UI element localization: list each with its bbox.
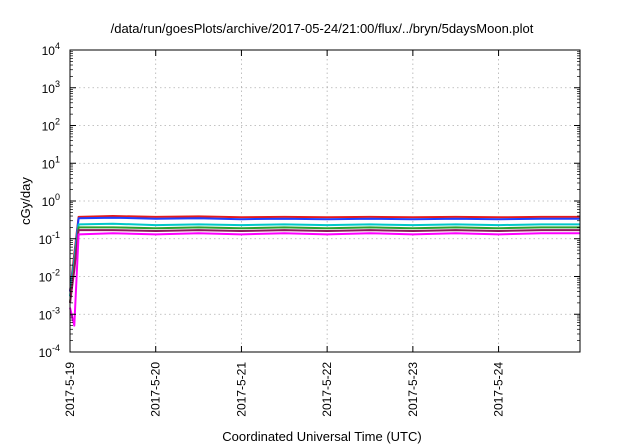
y-tick-label: 100 <box>42 192 60 209</box>
x-tick-label: 2017-5-22 <box>320 362 334 417</box>
x-axis: 2017-5-19 2017-5-20 2017-5-21 2017-5-22 2017… <box>63 50 506 417</box>
series-group <box>69 215 580 327</box>
plot-area <box>70 50 580 352</box>
y-tick-label: 10-1 <box>39 230 60 247</box>
x-axis-label: Coordinated Universal Time (UTC) <box>222 429 421 444</box>
y-tick-label: 103 <box>42 79 60 96</box>
series-line <box>69 222 580 297</box>
x-tick-label: 2017-5-21 <box>234 362 248 417</box>
y-tick-label: 102 <box>42 117 60 134</box>
y-axis: 10-4 10-3 10-2 10-1 100 101 102 103 104 <box>39 41 580 360</box>
y-tick-label: 10-3 <box>39 305 60 322</box>
y-tick-label: 104 <box>42 41 60 58</box>
series-line <box>69 215 580 292</box>
chart-title: /data/run/goesPlots/archive/2017-05-24/2… <box>111 21 534 36</box>
y-axis-label: cGy/day <box>18 177 33 225</box>
series-line <box>69 232 580 327</box>
x-tick-label: 2017-5-24 <box>492 362 506 417</box>
y-tick-label: 10-2 <box>39 268 60 285</box>
x-tick-label: 2017-5-19 <box>63 362 77 417</box>
series-line <box>69 216 580 292</box>
y-tick-label: 10-4 <box>39 343 60 360</box>
x-tick-label: 2017-5-23 <box>406 362 420 417</box>
y-tick-label: 101 <box>42 154 60 171</box>
x-tick-label: 2017-5-20 <box>149 362 163 417</box>
series-line <box>69 229 580 304</box>
series-line <box>69 226 580 304</box>
